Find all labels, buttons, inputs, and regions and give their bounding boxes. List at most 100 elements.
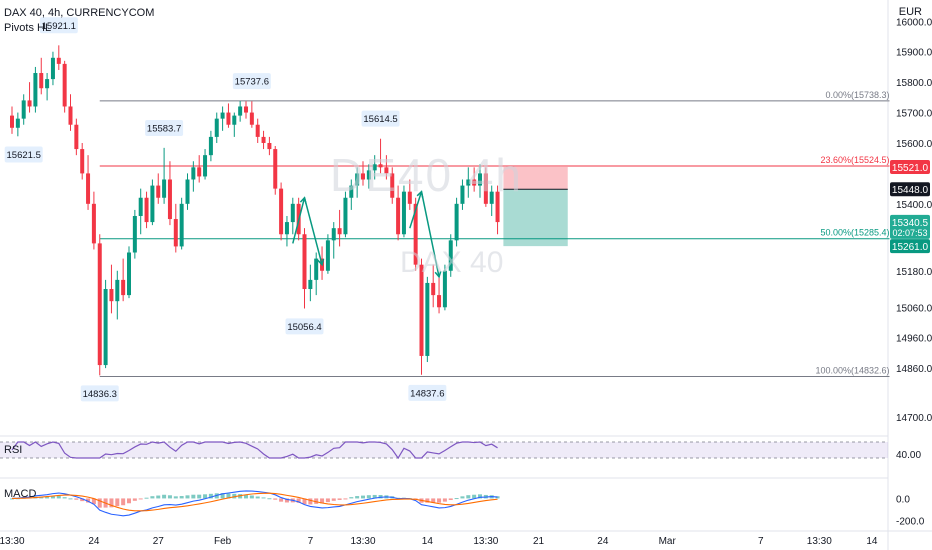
candle-body	[91, 203, 96, 244]
trend-arrow	[420, 191, 440, 277]
pivot-label: 14837.6	[410, 388, 444, 399]
macd-histogram-bar	[372, 494, 377, 499]
candle-body	[349, 185, 354, 198]
rsi-tick: 40.00	[896, 450, 921, 461]
candle-body	[203, 155, 208, 177]
time-axis-label: 7	[308, 536, 314, 547]
price-tick-label: 16000.0	[896, 17, 932, 28]
take-profit-zone	[503, 189, 568, 247]
macd-histogram-bar	[138, 498, 143, 500]
candle-body	[472, 179, 477, 186]
pivot-label-box	[39, 17, 78, 34]
candle-body	[448, 240, 453, 271]
pivot-label-box	[408, 384, 447, 401]
candle-body	[460, 185, 465, 204]
macd-histogram-bar	[478, 494, 482, 499]
candle-body	[384, 167, 389, 174]
price-badge	[890, 239, 930, 254]
pivot-label-box	[80, 385, 119, 402]
price-badge	[890, 182, 930, 197]
rsi-label[interactable]: RSI	[4, 444, 23, 456]
candle-body	[115, 279, 120, 302]
time-axis-label: 14	[422, 536, 434, 547]
arrow-head	[317, 258, 325, 267]
candle-body	[419, 264, 424, 356]
candle-body	[39, 73, 44, 89]
candle-body	[21, 100, 26, 119]
arrow-head	[434, 270, 442, 279]
candle-body	[279, 188, 284, 235]
candle-body	[121, 279, 126, 296]
candle-body	[314, 258, 319, 280]
pivot-label: 15921.1	[42, 21, 76, 32]
indicator-legend[interactable]: Pivots HL	[4, 22, 52, 34]
candle-body	[366, 170, 371, 180]
candle-body	[238, 106, 243, 116]
candle-body	[401, 191, 406, 235]
candle-body	[442, 270, 447, 308]
macd-histogram-bar	[10, 498, 14, 500]
time-axis-label: 21	[533, 536, 545, 547]
macd-histogram-bar	[495, 496, 500, 499]
pivot-label: 15737.6	[235, 77, 269, 88]
macd-tick: 0.0	[896, 494, 910, 505]
macd-histogram-bar	[156, 495, 161, 499]
currency-unit[interactable]: EUR	[898, 6, 922, 18]
candle-body	[273, 149, 278, 189]
price-badge-countdown: 02:07:53	[892, 228, 927, 238]
macd-label[interactable]: MACD	[4, 488, 37, 500]
macd-histogram-bar	[284, 498, 289, 503]
candle-body	[74, 124, 79, 150]
rsi-band	[0, 442, 888, 458]
fib-level-label: 23.60%(15524.5)	[820, 155, 889, 165]
candle-body	[62, 63, 67, 107]
candle-body	[103, 289, 108, 366]
candle-body	[86, 173, 91, 204]
candle-body	[127, 252, 131, 296]
macd-histogram-bar	[203, 494, 208, 499]
macd-histogram-bar	[349, 497, 354, 499]
candle-body	[220, 112, 225, 119]
time-axis-label: 13:30	[0, 536, 25, 547]
candle-body	[431, 282, 436, 296]
price-badge	[890, 214, 930, 239]
candle-body	[150, 185, 155, 223]
macd-histogram-bar	[320, 498, 325, 504]
candle-body	[407, 191, 412, 204]
stop-loss-zone	[503, 167, 568, 190]
price-tick-label: 15800.0	[896, 78, 932, 89]
pivot-label: 15614.5	[363, 114, 397, 125]
price-tick-label: 15180.0	[896, 267, 932, 278]
macd-histogram-bar	[261, 497, 266, 499]
candle-body	[50, 57, 55, 80]
candle-body	[167, 179, 172, 220]
macd-histogram-bar	[62, 497, 67, 499]
price-tick-label: 15700.0	[896, 109, 932, 120]
price-tick-label: 14960.0	[896, 334, 932, 345]
candle-body	[45, 79, 50, 89]
candle-body	[144, 197, 149, 223]
macd-histogram-bar	[97, 498, 102, 508]
candle-body	[331, 228, 336, 241]
macd-histogram-bar	[238, 494, 243, 499]
macd-histogram-bar	[232, 493, 237, 499]
macd-tick: -200.0	[896, 516, 925, 527]
macd-histogram-bar	[361, 495, 365, 499]
candle-body	[343, 197, 348, 235]
candle-body	[413, 203, 418, 265]
candle-body	[255, 124, 260, 137]
trend-arrow	[303, 197, 323, 265]
macd-histogram-bar	[355, 496, 360, 499]
macd-histogram-bar	[220, 493, 225, 499]
macd-histogram-bar	[308, 498, 313, 505]
candle-body	[454, 203, 459, 241]
macd-histogram-bar	[366, 495, 371, 499]
candle-body	[226, 112, 231, 125]
symbol-title[interactable]: DAX 40, 4h, CURRENCYCOM	[4, 7, 155, 19]
macd-histogram-bar	[472, 494, 477, 499]
macd-histogram-bar	[109, 498, 114, 508]
trend-arrow	[292, 197, 306, 244]
time-axis-label: 14	[866, 536, 878, 547]
